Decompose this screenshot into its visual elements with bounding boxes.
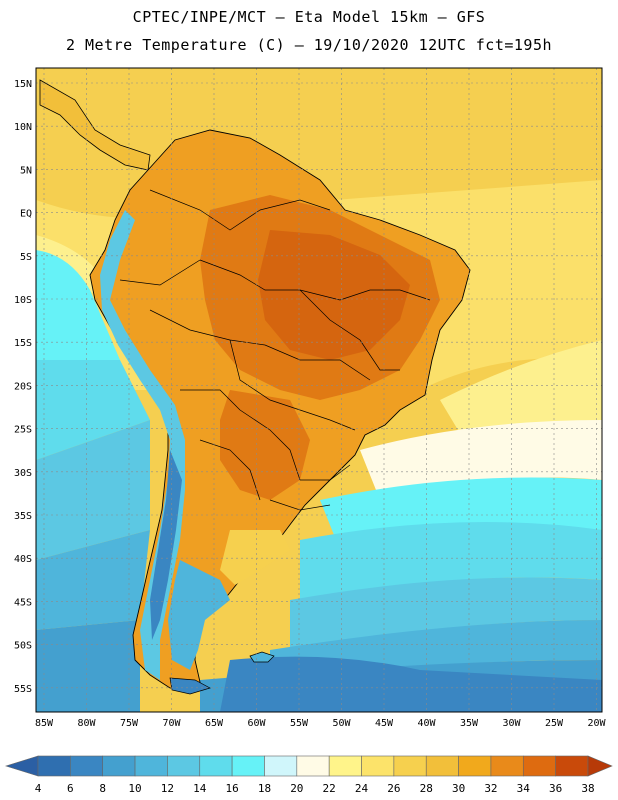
lon-label: 30W [502, 718, 521, 729]
lat-label: 45S [14, 597, 32, 608]
colorbar: 4 6 8 10 12 14 16 18 20 22 24 26 28 30 32 34 36 38 [4, 755, 613, 795]
lon-label: 45W [375, 718, 394, 729]
colorbar-swatch [102, 755, 136, 777]
colorbar-swatch [199, 755, 233, 777]
colorbar-tick-label: 20 [290, 782, 303, 795]
colorbar-tick-label: 34 [517, 782, 531, 795]
ocean-band-24 [36, 235, 602, 450]
colorbar-swatch [361, 755, 395, 777]
falkland-islands [249, 651, 275, 663]
colorbar-tick-labels: 4 6 8 10 12 14 16 18 20 22 24 26 28 30 32 34 36 38 [35, 782, 595, 795]
lat-label: 30S [14, 468, 32, 479]
colorbar-swatch [458, 755, 492, 777]
colorbar-tick-label: 30 [452, 782, 465, 795]
ocean-band-12 [36, 530, 602, 680]
colorbar-swatch [425, 755, 459, 777]
colorbar-over-arrow [587, 755, 613, 777]
colorbar-tick-label: 16 [225, 782, 238, 795]
colorbar-tick-label: 14 [193, 782, 207, 795]
lat-label: 20S [14, 381, 32, 392]
latitude-labels: 15N 10N 5N EQ 5S 10S 15S 20S 25S 30S 35S 40S 45S 50S 5… [14, 79, 32, 695]
colorbar-tick-label: 26 [387, 782, 400, 795]
very-hot-core [258, 230, 410, 360]
map-frame [35, 67, 603, 713]
central-america-land [39, 79, 151, 171]
temperature-map: 15N 10N 5N EQ 5S 10S 15S 20S 25S 30S 35S 40S 45S 50S 5… [14, 67, 607, 729]
lat-label: 10S [14, 295, 32, 306]
colorbar-swatches [4, 755, 613, 777]
colorbar-tick-label: 4 [35, 782, 42, 795]
lon-label: 65W [205, 718, 224, 729]
colorbar-tick-label: 6 [67, 782, 74, 795]
lat-label: 25S [14, 425, 32, 436]
lon-label: 55W [290, 718, 309, 729]
ocean-band-18 [36, 250, 602, 550]
lat-label: EQ [20, 209, 32, 220]
map-field [36, 68, 602, 712]
lon-label: 60W [247, 718, 266, 729]
hot-south-core [220, 390, 310, 500]
lon-label: 75W [120, 718, 139, 729]
lat-label: 40S [14, 554, 32, 565]
lon-label: 20W [587, 718, 606, 729]
colorbar-swatch [328, 755, 362, 777]
lat-label: 10N [14, 122, 32, 133]
lat-label: 5N [20, 165, 32, 176]
lat-label: 50S [14, 641, 32, 652]
ocean-band-14 [36, 420, 602, 650]
colorbar-under-arrow [4, 755, 39, 777]
colorbar-swatch [134, 755, 168, 777]
colorbar-swatch [393, 755, 427, 777]
colorbar-tick-label: 28 [420, 782, 433, 795]
colorbar-tick-label: 18 [258, 782, 271, 795]
lon-label: 25W [545, 718, 564, 729]
andes-colder [150, 450, 182, 640]
ocean-band-16 [36, 360, 602, 600]
mild-southern-cone [220, 530, 290, 585]
lat-label: 15S [14, 338, 32, 349]
lon-label: 35W [460, 718, 479, 729]
ocean-band-22 [360, 420, 602, 500]
colorbar-swatch [167, 755, 201, 777]
longitude-labels: 85W 80W 75W 70W 65W 60W 55W 50W 45W 40W 35W 30W 25W 2… [35, 718, 607, 729]
colorbar-swatch [264, 755, 298, 777]
colorbar-swatch [37, 755, 71, 777]
colorbar-swatch [490, 755, 524, 777]
lon-label: 80W [77, 718, 96, 729]
patagonia-cool [168, 560, 230, 670]
lat-label: 5S [20, 252, 32, 263]
colorbar-swatch [70, 755, 104, 777]
colorbar-tick-label: 10 [128, 782, 141, 795]
colorbar-tick-label: 32 [484, 782, 497, 795]
map-title-line-2: 2 Metre Temperature (C) – 19/10/2020 12U… [65, 36, 553, 54]
lon-label: 70W [162, 718, 181, 729]
colorbar-swatch [296, 755, 330, 777]
colorbar-swatch [555, 755, 589, 777]
map-title-line-1: CPTEC/INPE/MCT – Eta Model 15km – GFS [132, 8, 486, 26]
ocean-band-8 [220, 656, 602, 712]
lat-label: 55S [14, 684, 32, 695]
graticule [36, 68, 602, 712]
colorbar-tick-label: 36 [549, 782, 562, 795]
colorbar-tick-label: 22 [323, 782, 336, 795]
colorbar-swatch [231, 755, 265, 777]
country-borders [119, 189, 431, 511]
colorbar-tick-label: 38 [581, 782, 594, 795]
colorbar-tick-label: 24 [355, 782, 369, 795]
lon-label: 50W [332, 718, 351, 729]
lat-label: 15N [14, 79, 32, 90]
lon-label: 40W [417, 718, 436, 729]
lon-label: 85W [35, 718, 54, 729]
colorbar-tick-label: 12 [161, 782, 174, 795]
lat-label: 35S [14, 511, 32, 522]
colorbar-tick-label: 8 [99, 782, 106, 795]
colorbar-swatch [522, 755, 556, 777]
